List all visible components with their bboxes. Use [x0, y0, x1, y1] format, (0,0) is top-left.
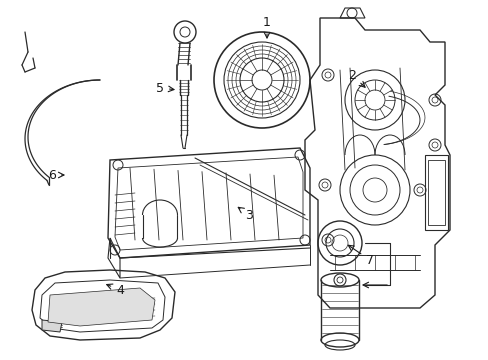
- Text: 1: 1: [263, 15, 270, 38]
- Polygon shape: [48, 288, 155, 326]
- Polygon shape: [42, 320, 62, 332]
- Text: 7: 7: [347, 245, 373, 266]
- Text: 5: 5: [156, 81, 174, 95]
- Text: 6: 6: [48, 168, 64, 181]
- Text: 4: 4: [106, 284, 123, 297]
- Text: 2: 2: [347, 68, 365, 87]
- Text: 3: 3: [238, 207, 252, 221]
